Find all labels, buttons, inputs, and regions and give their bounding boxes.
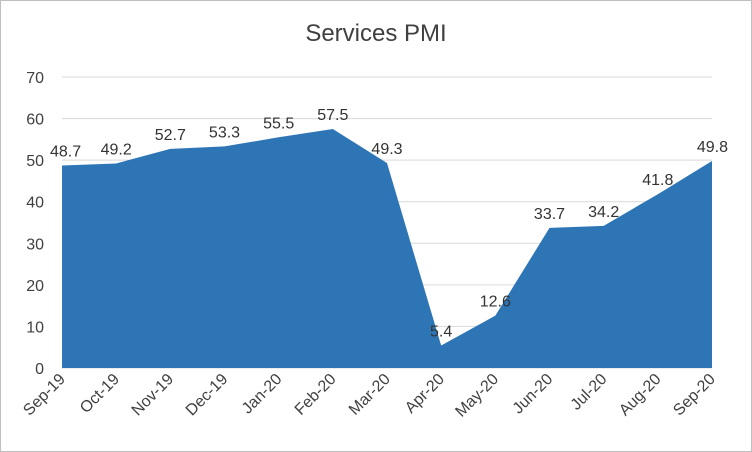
data-label: 49.8 [697,139,728,156]
y-axis-ticks: 0 10 20 30 40 50 60 70 [26,70,44,378]
y-tick-label: 50 [26,153,44,170]
data-label: 34.2 [588,204,619,221]
x-tick-label: Aug-20 [616,371,665,420]
data-label: 52.7 [155,127,186,144]
x-tick-label: Oct-19 [77,371,123,417]
data-label: 53.3 [209,124,240,141]
data-labels: 48.7 49.2 52.7 53.3 55.5 57.5 49.3 5.4 12.6 33.7 3… [50,107,728,341]
data-label: 57.5 [317,107,348,124]
x-tick-label: Sep-20 [670,371,719,420]
x-tick-label: Jan-20 [239,371,286,418]
series-area [62,128,712,368]
chart-title: Services PMI [305,20,447,47]
x-tick-label: Sep-19 [20,371,69,420]
data-label: 55.5 [263,115,294,132]
y-tick-label: 0 [35,361,44,378]
y-tick-label: 60 [26,112,44,129]
area-fill [62,128,712,368]
data-label: 49.3 [371,141,402,158]
x-tick-label: Apr-20 [402,371,448,417]
data-label: 12.6 [480,294,511,311]
y-tick-label: 40 [26,195,44,212]
x-axis-ticks: Sep-19 Oct-19 Nov-19 Dec-19 Jan-20 Feb-20 Mar-… [20,371,719,421]
data-label: 33.7 [534,206,565,223]
y-tick-label: 30 [26,236,44,253]
x-tick-label: Nov-19 [129,371,178,420]
x-tick-label: Dec-19 [183,371,232,420]
x-tick-label: Mar-20 [346,371,394,419]
y-tick-label: 70 [26,70,44,87]
y-tick-label: 10 [26,319,44,336]
x-tick-label: Jun-20 [510,371,557,418]
y-tick-label: 20 [26,278,44,295]
data-label: 48.7 [50,144,81,161]
data-label: 41.8 [642,172,673,189]
data-label: 49.2 [101,141,132,158]
x-tick-label: May-20 [452,371,502,421]
x-tick-label: Jul-20 [568,371,611,414]
x-tick-label: Feb-20 [292,371,340,419]
data-label: 5.4 [430,324,452,341]
